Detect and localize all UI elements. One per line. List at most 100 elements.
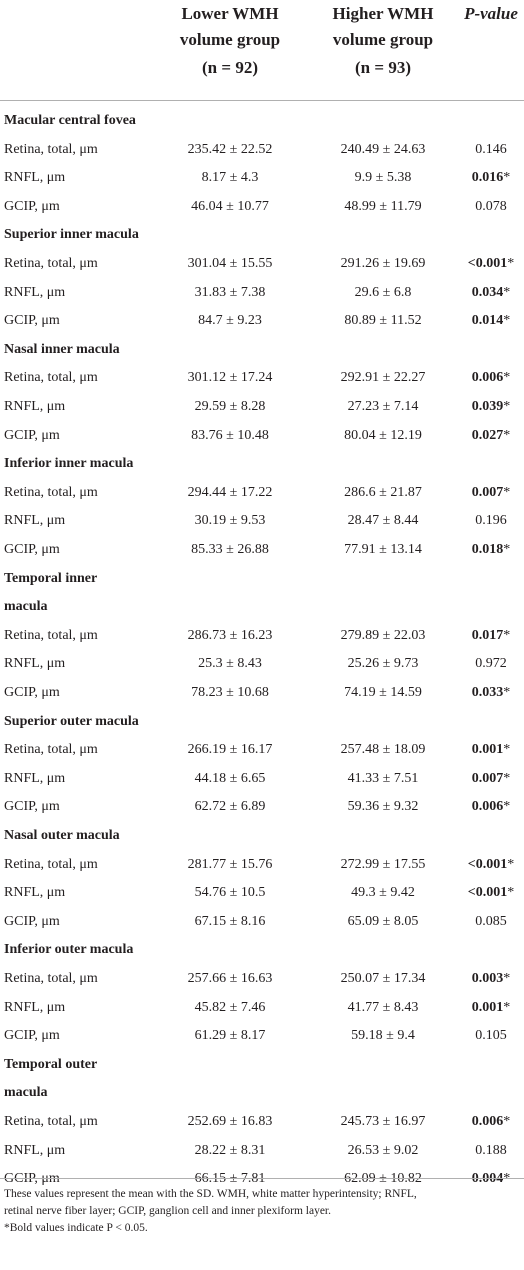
row-label: RNFL, μm — [4, 284, 66, 300]
section-title: Temporal inner — [4, 570, 98, 586]
section-title: macula — [4, 599, 48, 615]
footer-divider — [0, 1178, 524, 1179]
lower-wmh-value: 44.18 ± 6.65 — [194, 770, 266, 786]
lower-wmh-value: 31.83 ± 7.38 — [194, 284, 266, 300]
table-row: Retina, total, μm 294.44 ± 17.22 286.6 ± 2… — [0, 479, 524, 507]
p-value: 0.078 — [458, 193, 524, 221]
row-label: RNFL, μm — [4, 999, 66, 1015]
row-label: Retina, total, μm — [4, 370, 98, 386]
significance-asterisk: * — [507, 885, 515, 901]
row-label: RNFL, μm — [4, 1142, 66, 1158]
table-row: Retina, total, μm 257.66 ± 16.63 250.07 ± … — [0, 965, 524, 993]
p-value: 0.018* — [458, 536, 524, 564]
p-value: <0.001* — [458, 250, 524, 278]
row-label: GCIP, μm — [4, 198, 60, 214]
higher-wmh-value: 250.07 ± 17.34 — [340, 971, 426, 986]
table-row: GCIP, μm 84.7 ± 9.23 80.89 ± 11.52 0.014* — [0, 307, 524, 335]
section-title: Nasal outer macula — [4, 828, 120, 843]
lower-wmh-value: 61.29 ± 8.17 — [194, 1028, 266, 1044]
p-value: 0.001* — [458, 736, 524, 764]
p-value: 0.972 — [458, 650, 524, 678]
significance-asterisk: * — [503, 685, 511, 700]
row-label: RNFL, μm — [4, 170, 66, 186]
p-value: 0.105 — [458, 1022, 524, 1050]
table-row: Retina, total, μm 266.19 ± 16.17 257.48 ± … — [0, 736, 524, 764]
p-value-number: 0.972 — [475, 656, 507, 672]
higher-wmh-value: 27.23 ± 7.14 — [347, 399, 419, 414]
row-label: GCIP, μm — [4, 313, 60, 329]
p-value-number: 0.188 — [475, 1142, 507, 1158]
higher-wmh-value: 240.49 ± 24.63 — [340, 141, 426, 157]
p-value: <0.001* — [458, 879, 524, 907]
group2-header-line1: Higher WMH — [332, 4, 434, 23]
p-value-number: 0.105 — [475, 1028, 507, 1044]
lower-wmh-value: 294.44 ± 17.22 — [187, 484, 273, 500]
p-value: <0.001* — [458, 851, 524, 879]
p-value-number: 0.014 — [471, 313, 504, 329]
lower-wmh-value: 84.7 ± 9.23 — [198, 313, 262, 329]
lower-wmh-value: 62.72 ± 6.89 — [194, 799, 266, 815]
lower-wmh-value: 28.22 ± 8.31 — [194, 1142, 266, 1158]
row-label: GCIP, μm — [4, 427, 60, 443]
row-label: Retina, total, μm — [4, 256, 98, 271]
higher-wmh-value: 286.6 ± 21.87 — [344, 484, 422, 500]
lower-wmh-value: 30.19 ± 9.53 — [194, 513, 266, 529]
row-label: Retina, total, μm — [4, 484, 98, 500]
row-label: GCIP, μm — [4, 542, 60, 557]
p-value-number: 0.001 — [471, 742, 504, 758]
higher-wmh-value: 292.91 ± 22.27 — [340, 370, 426, 386]
table-row: RNFL, μm 54.76 ± 10.5 49.3 ± 9.42 <0.001* — [0, 879, 524, 907]
significance-asterisk: * — [503, 799, 511, 815]
row-label: Retina, total, μm — [4, 971, 98, 986]
p-value-number: 0.017 — [471, 627, 504, 643]
p-value: 0.034* — [458, 279, 524, 307]
significance-asterisk: * — [507, 856, 515, 872]
p-value: 0.188 — [458, 1137, 524, 1165]
significance-asterisk: * — [507, 256, 515, 271]
row-label: Retina, total, μm — [4, 742, 98, 758]
section-title: Superior inner macula — [4, 227, 139, 243]
higher-wmh-value: 65.09 ± 8.05 — [347, 913, 419, 929]
higher-wmh-value: 9.9 ± 5.38 — [354, 170, 412, 186]
significance-asterisk: * — [503, 399, 511, 414]
p-value-number: 0.033 — [471, 685, 504, 700]
section-title: macula — [4, 1085, 48, 1101]
p-value-number: 0.078 — [475, 198, 507, 214]
higher-wmh-value: 49.3 ± 9.42 — [351, 885, 415, 901]
group2-header-line3: (n = 93) — [355, 58, 411, 77]
higher-wmh-value: 257.48 ± 18.09 — [340, 742, 426, 758]
p-value-number: 0.027 — [471, 427, 504, 443]
lower-wmh-value: 301.12 ± 17.24 — [187, 370, 273, 386]
higher-wmh-value: 74.19 ± 14.59 — [344, 685, 422, 700]
section-title: Inferior inner macula — [4, 456, 134, 472]
significance-asterisk: * — [503, 170, 511, 186]
pvalue-header: P-value — [464, 4, 518, 23]
table-row: GCIP, μm 85.33 ± 26.88 77.91 ± 13.14 0.018* — [0, 536, 524, 564]
row-label: RNFL, μm — [4, 770, 66, 786]
lower-wmh-value: 235.42 ± 22.52 — [187, 141, 273, 157]
table-row: RNFL, μm 45.82 ± 7.46 41.77 ± 8.43 0.001* — [0, 994, 524, 1022]
row-label: GCIP, μm — [4, 799, 60, 815]
lower-wmh-value: 83.76 ± 10.48 — [191, 427, 269, 443]
lower-wmh-value: 252.69 ± 16.83 — [187, 1114, 273, 1129]
table-row: GCIP, μm 46.04 ± 10.77 48.99 ± 11.79 0.078 — [0, 193, 524, 221]
section-title: Superior outer macula — [4, 713, 139, 729]
significance-asterisk: * — [503, 284, 511, 300]
higher-wmh-value: 48.99 ± 11.79 — [344, 198, 422, 214]
lower-wmh-value: 257.66 ± 16.63 — [187, 971, 273, 986]
higher-wmh-value: 245.73 ± 16.97 — [340, 1114, 426, 1129]
p-value-number: <0.001 — [467, 885, 508, 901]
table-row: GCIP, μm 67.15 ± 8.16 65.09 ± 8.05 0.085 — [0, 908, 524, 936]
lower-wmh-value: 85.33 ± 26.88 — [191, 542, 269, 557]
table-row: GCIP, μm 62.72 ± 6.89 59.36 ± 9.32 0.006* — [0, 793, 524, 821]
higher-wmh-value: 59.36 ± 9.32 — [347, 799, 419, 815]
section-title: Inferior outer macula — [4, 942, 134, 958]
p-value-number: 0.034 — [471, 284, 504, 300]
p-value-number: 0.085 — [475, 913, 507, 929]
lower-wmh-value: 45.82 ± 7.46 — [194, 999, 266, 1015]
row-label: RNFL, μm — [4, 885, 66, 901]
higher-wmh-value: 29.6 ± 6.8 — [354, 284, 412, 300]
table-row: RNFL, μm 29.59 ± 8.28 27.23 ± 7.14 0.039* — [0, 393, 524, 421]
table-row: Retina, total, μm 286.73 ± 16.23 279.89 ± … — [0, 622, 524, 650]
p-value: 0.085 — [458, 908, 524, 936]
